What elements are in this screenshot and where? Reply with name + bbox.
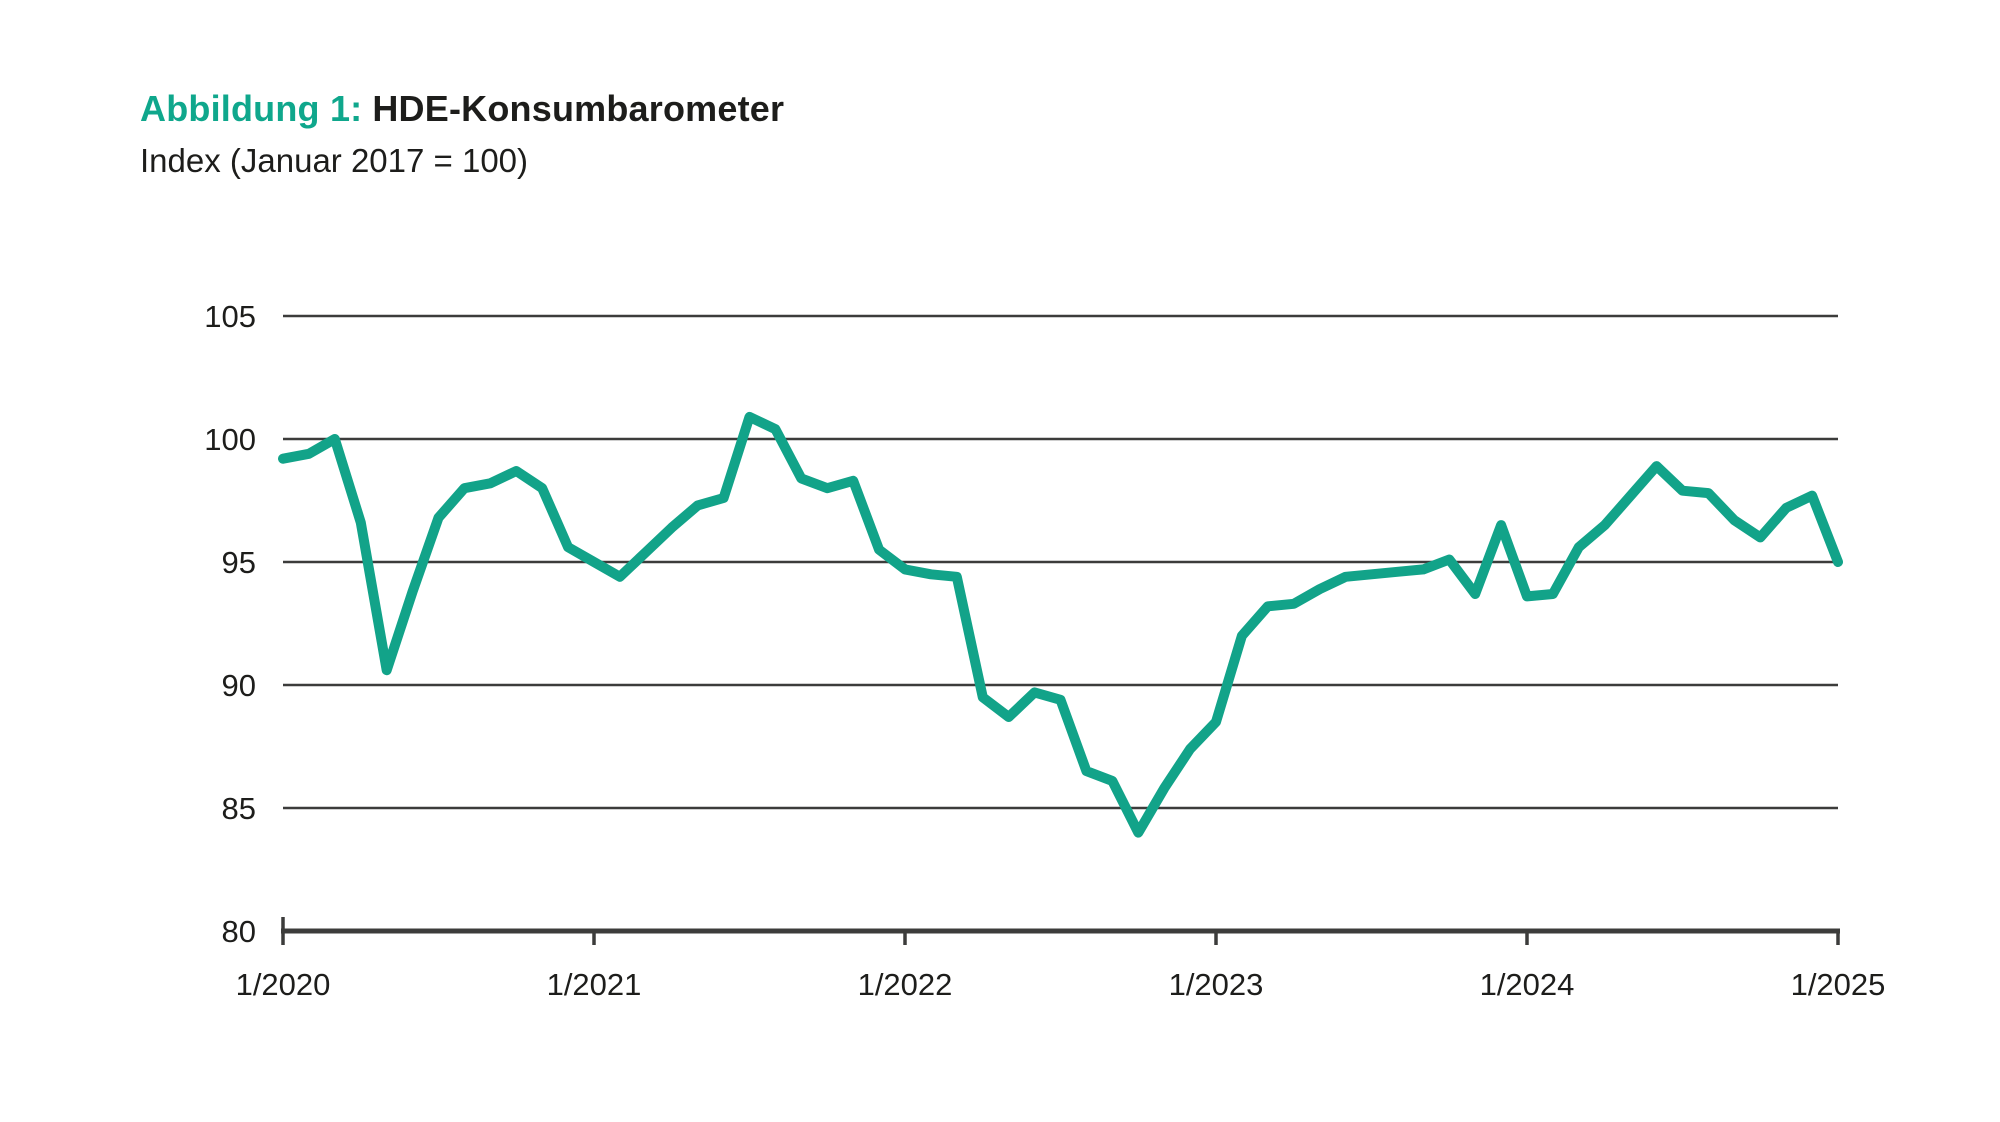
- figure-title: Abbildung 1: HDE-Konsumbarometer: [140, 88, 784, 130]
- x-tick-label: 1/2024: [1480, 967, 1575, 1002]
- y-tick-label: 105: [204, 299, 256, 334]
- figure-label: Abbildung 1:: [140, 88, 363, 129]
- y-tick-label: 95: [222, 545, 256, 580]
- x-tick-label: 1/2025: [1791, 967, 1886, 1002]
- x-tick-label: 1/2023: [1169, 967, 1264, 1002]
- figure-header: Abbildung 1: HDE-Konsumbarometer Index (J…: [140, 88, 784, 180]
- y-tick-label: 100: [204, 422, 256, 457]
- y-tick-label: 85: [222, 791, 256, 826]
- x-tick-label: 1/2020: [236, 967, 331, 1002]
- data-line-hde-konsumbarometer: [278, 411, 1843, 838]
- x-tick-label: 1/2021: [547, 967, 642, 1002]
- y-tick-label: 80: [222, 914, 256, 949]
- figure-subtitle: Index (Januar 2017 = 100): [140, 142, 529, 179]
- y-tick-label: 90: [222, 668, 256, 703]
- x-tick-label: 1/2022: [858, 967, 953, 1002]
- figure-title-text: HDE-Konsumbarometer: [372, 88, 785, 129]
